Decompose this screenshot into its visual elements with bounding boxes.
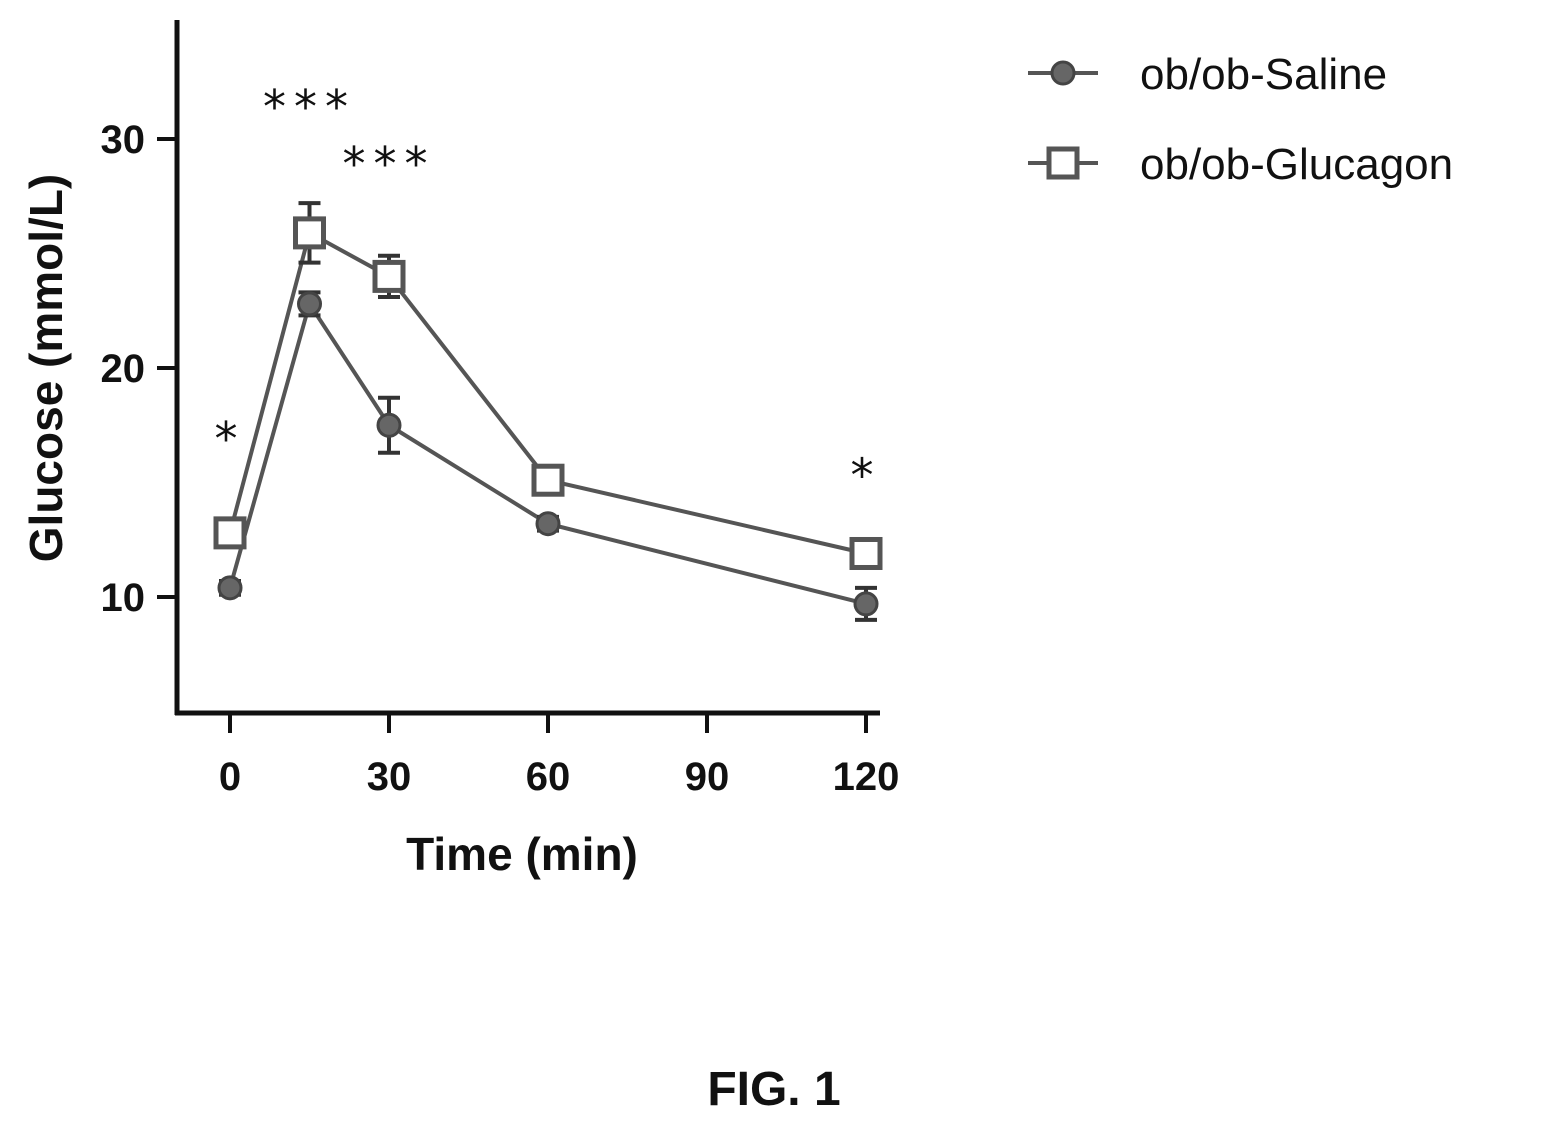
y-axis-title: Glucose (mmol/L) <box>20 174 72 562</box>
significance-marker: * <box>851 449 882 503</box>
legend-marker-saline <box>1050 60 1076 86</box>
significance-marker: *** <box>263 80 356 134</box>
x-tick-label: 60 <box>526 755 571 799</box>
x-axis-title: Time (min) <box>406 828 638 880</box>
figure-caption: FIG. 1 <box>707 1063 840 1116</box>
y-tick-label: 10 <box>101 576 146 620</box>
data-point-saline <box>217 575 243 601</box>
series-line-saline <box>228 299 867 606</box>
data-point-glucagon <box>293 216 326 250</box>
data-point-saline <box>297 291 322 317</box>
x-tick-label: 0 <box>219 755 241 799</box>
y-tick-label: 30 <box>101 118 146 162</box>
data-point-glucagon <box>213 516 247 550</box>
data-point-glucagon <box>372 259 406 293</box>
y-tick-label: 20 <box>101 347 146 391</box>
x-tick-label: 30 <box>367 755 412 799</box>
data-point-glucagon <box>849 536 883 570</box>
legend: ob/ob-Saline ob/ob-Glucagon <box>1028 50 1453 189</box>
data-point-glucagon <box>531 463 565 497</box>
x-tick-label: 120 <box>833 755 900 799</box>
legend-marker-glucagon <box>1046 146 1080 180</box>
x-tick-label: 90 <box>685 755 730 799</box>
significance-marker: * <box>215 412 246 466</box>
data-point-saline <box>535 511 561 537</box>
data-point-saline <box>853 591 879 617</box>
significance-marker: *** <box>343 137 436 191</box>
data-point-saline <box>376 412 402 438</box>
series-line-glucagon <box>228 229 867 556</box>
legend-label: ob/ob-Glucagon <box>1140 140 1453 189</box>
legend-label: ob/ob-Saline <box>1140 50 1387 99</box>
